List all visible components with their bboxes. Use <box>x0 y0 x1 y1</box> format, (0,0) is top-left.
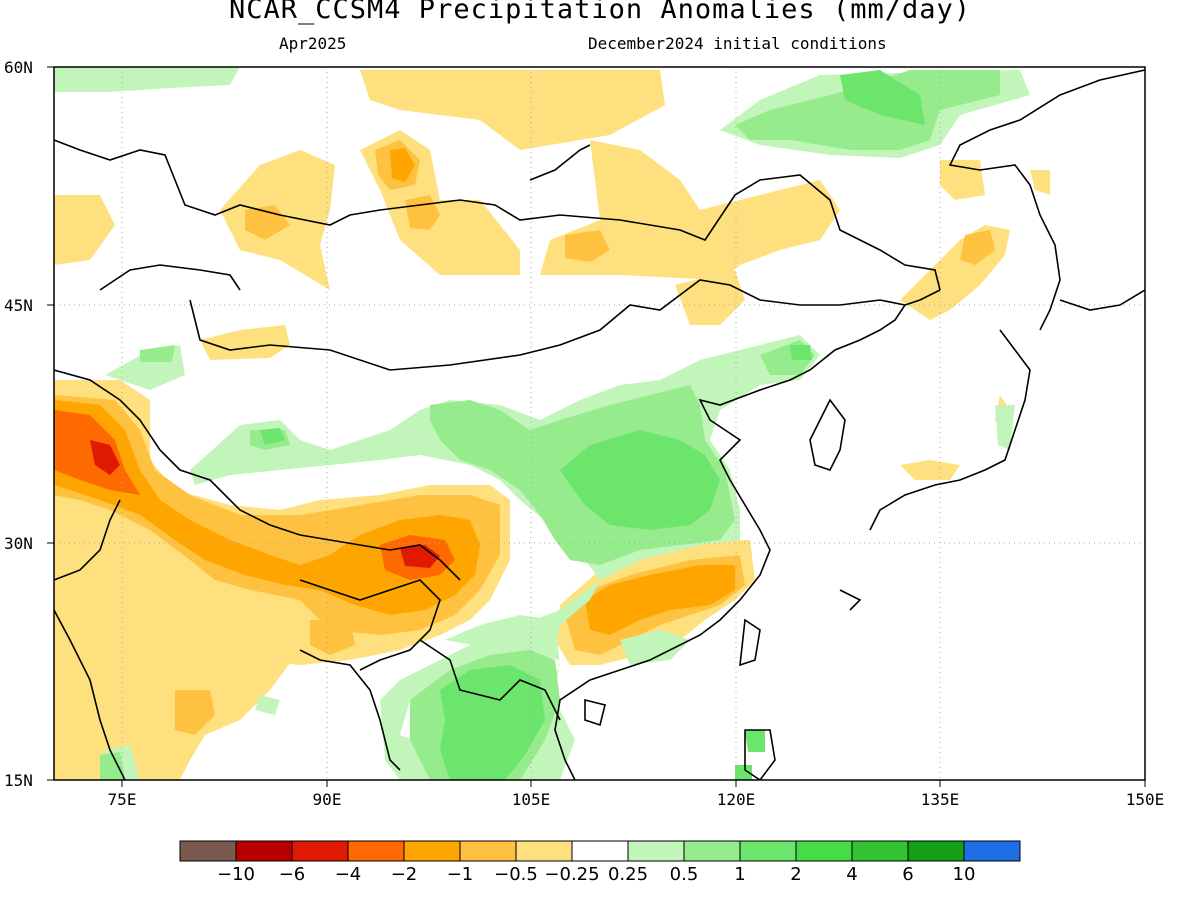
colorbar-swatch <box>571 840 629 862</box>
wet-strong-areas <box>260 70 925 780</box>
anomaly-shading <box>54 67 1050 780</box>
colorbar-swatch <box>347 840 405 862</box>
colorbar-tick-label: 2 <box>790 864 802 885</box>
forecast-month: Apr2025 <box>279 34 347 53</box>
colorbar-tick-label: −4 <box>334 864 362 885</box>
dry-strong-areas <box>54 148 735 635</box>
map-title: NCAR_CCSM4 Precipitation Anomalies (mm/d… <box>229 0 971 25</box>
lon-label-120e: 120E <box>716 790 756 809</box>
colorbar-tick-label: −10 <box>217 864 255 885</box>
colorbar-swatch <box>795 840 853 862</box>
colorbar-swatch <box>907 840 965 862</box>
gridlines <box>54 67 1145 780</box>
colorbar-tick-label: 10 <box>952 864 976 885</box>
colorbar-swatch <box>459 840 517 862</box>
colorbar-swatch <box>291 840 349 862</box>
lon-label-90e: 90E <box>312 790 342 809</box>
lat-label-60n: 60N <box>4 58 33 77</box>
lat-label-30n: 30N <box>4 534 33 553</box>
colorbar-tick-label: −0.25 <box>544 864 600 885</box>
initial-conditions-label: December2024 initial conditions <box>588 34 887 53</box>
colorbar-swatch <box>683 840 741 862</box>
lon-label-135e: 135E <box>920 790 960 809</box>
colorbar-tick-label: −0.5 <box>494 864 538 885</box>
lat-label-15n: 15N <box>4 771 33 790</box>
coastlines-and-borders <box>54 69 1145 780</box>
colorbar <box>179 840 1021 862</box>
colorbar-tick-label: −2 <box>390 864 418 885</box>
colorbar-swatch <box>235 840 293 862</box>
plot-frame <box>53 66 1146 781</box>
colorbar-tick-label: 4 <box>846 864 858 885</box>
colorbar-tick-label: −1 <box>446 864 474 885</box>
colorbar-swatch <box>403 840 461 862</box>
colorbar-tick-label: 0.5 <box>669 864 699 885</box>
colorbar-swatch <box>851 840 909 862</box>
dry-extreme-areas <box>90 440 440 568</box>
colorbar-swatch <box>963 840 1021 862</box>
lat-label-45n: 45N <box>4 296 33 315</box>
lon-label-105e: 105E <box>511 790 551 809</box>
colorbar-tick-label: −6 <box>278 864 306 885</box>
colorbar-tick-label: 6 <box>902 864 914 885</box>
colorbar-swatch <box>515 840 573 862</box>
colorbar-swatch <box>739 840 797 862</box>
lon-label-150e: 150E <box>1125 790 1165 809</box>
colorbar-swatch <box>179 840 237 862</box>
colorbar-swatch <box>627 840 685 862</box>
colorbar-tick-label: 1 <box>734 864 746 885</box>
lon-label-75e: 75E <box>107 790 137 809</box>
axis-ticks <box>47 66 1146 787</box>
colorbar-tick-label: 0.25 <box>607 864 649 885</box>
